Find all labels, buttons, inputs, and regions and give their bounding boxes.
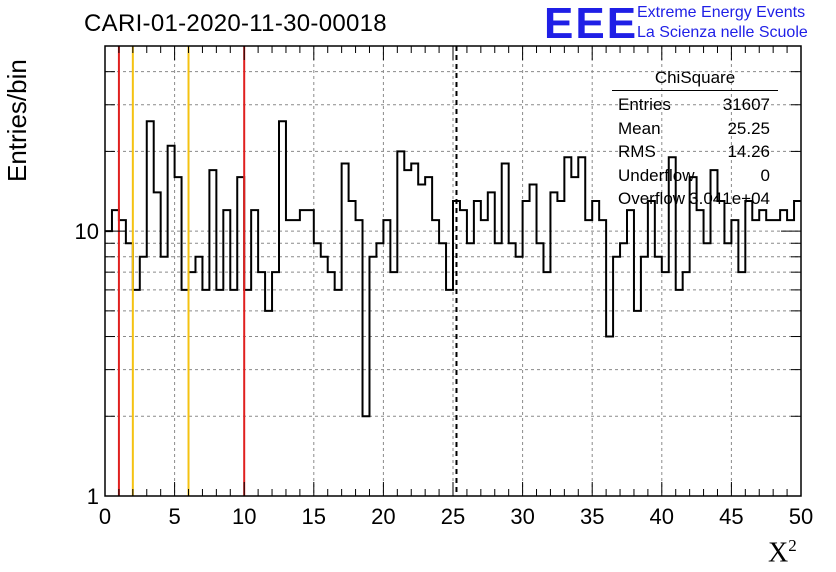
- x-axis-label-symbol: X: [768, 537, 789, 569]
- y-tick-label: 10: [75, 219, 99, 244]
- x-tick-label: 40: [650, 504, 674, 529]
- eee-logo: EEE: [544, 0, 639, 48]
- x-tick-label: 30: [510, 504, 534, 529]
- chart-title: CARI-01-2020-11-30-00018: [84, 10, 387, 37]
- histogram-line: [105, 120, 801, 418]
- stats-value: 3.041e+04: [689, 189, 770, 208]
- stats-key: Mean: [618, 118, 661, 138]
- x-tick-label: 25: [441, 504, 465, 529]
- x-tick-label: 50: [789, 504, 813, 529]
- stats-row-entries: Entries 31607: [612, 93, 778, 117]
- y-tick-label: 1: [87, 484, 99, 509]
- stats-row-underflow: Underflow 0: [612, 164, 778, 188]
- stats-value: 31607: [722, 95, 770, 114]
- stats-value: 0: [760, 165, 770, 185]
- stats-value: 14.26: [727, 142, 770, 161]
- x-tick-label: 10: [232, 504, 256, 529]
- stats-row-overflow: Overflow 3.041e+04: [612, 187, 778, 211]
- stats-key: Underflow: [618, 165, 695, 185]
- stats-box: ChiSquare Entries 31607 Mean 25.25 RMS 1…: [612, 66, 778, 211]
- stats-key: Entries: [618, 95, 671, 114]
- stats-key: RMS: [618, 142, 656, 161]
- stats-value: 25.25: [727, 118, 770, 138]
- y-axis-label: Entries/bin: [2, 59, 32, 182]
- x-tick-label: 45: [719, 504, 743, 529]
- x-tick-label: 20: [371, 504, 395, 529]
- stats-row-mean: Mean 25.25: [612, 117, 778, 141]
- logo-line-2: La Scienza nelle Scuole: [637, 24, 808, 41]
- x-tick-label: 5: [168, 504, 180, 529]
- x-tick-label: 15: [302, 504, 326, 529]
- x-axis-label: X2: [768, 536, 797, 569]
- x-tick-label: 0: [99, 504, 111, 529]
- logo-line-1: Extreme Energy Events: [637, 4, 806, 21]
- x-tick-label: 35: [580, 504, 604, 529]
- x-axis-label-superscript: 2: [788, 536, 797, 555]
- stats-row-rms: RMS 14.26: [612, 140, 778, 164]
- stats-key: Overflow: [618, 189, 686, 208]
- stats-title: ChiSquare: [612, 66, 778, 91]
